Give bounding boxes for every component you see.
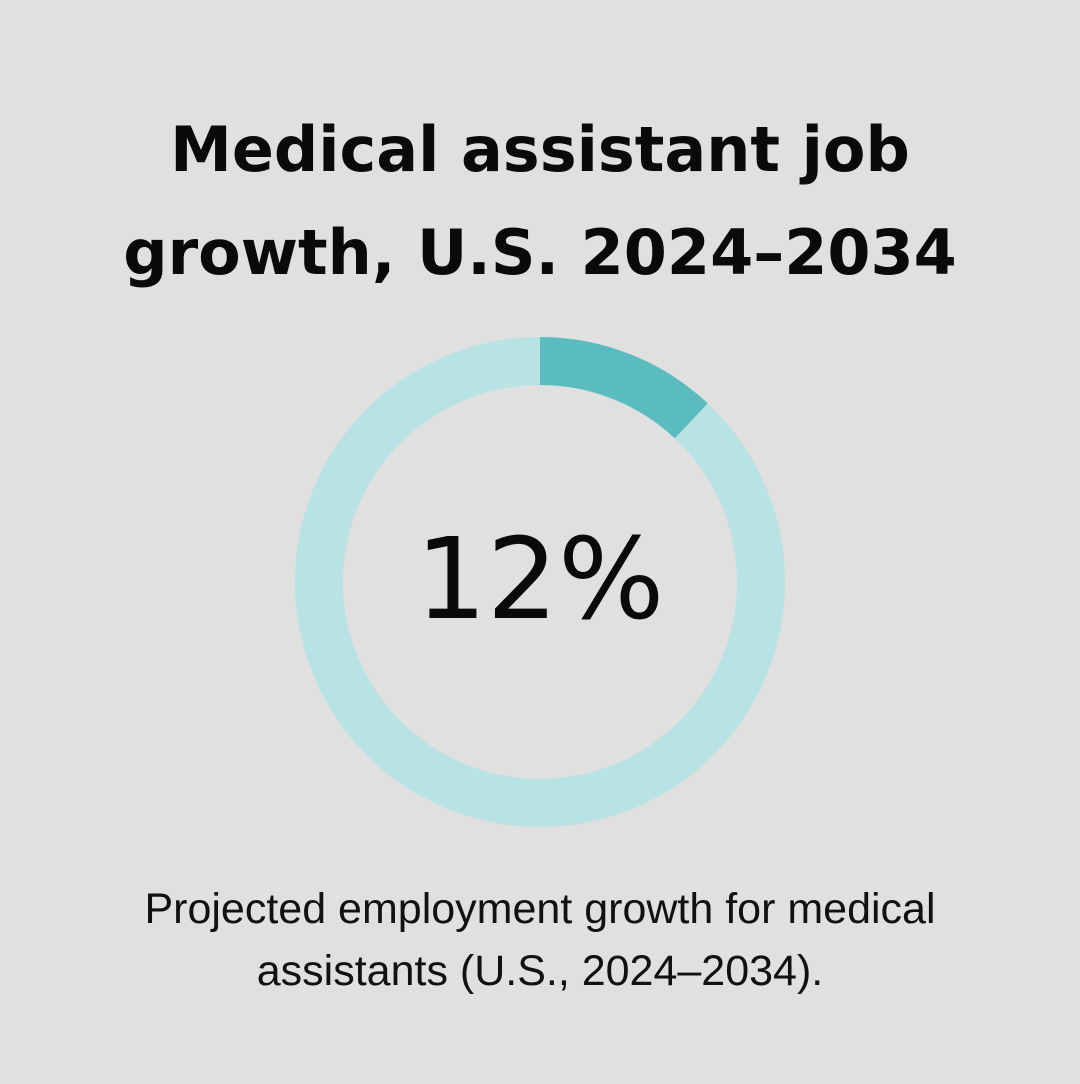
donut-center-value: 12%: [415, 515, 665, 645]
chart-title-line: growth, U.S. 2024–2034: [123, 216, 957, 289]
chart-title: Medical assistant job growth, U.S. 2024–…: [0, 98, 1080, 304]
chart-title-line: Medical assistant job: [170, 113, 910, 186]
chart-caption: Projected employment growth for medical …: [0, 878, 1080, 1002]
caption-line: assistants (U.S., 2024–2034).: [256, 947, 824, 995]
caption-line: Projected employment growth for medical: [144, 885, 936, 933]
donut-filled-segment: [539, 337, 708, 439]
